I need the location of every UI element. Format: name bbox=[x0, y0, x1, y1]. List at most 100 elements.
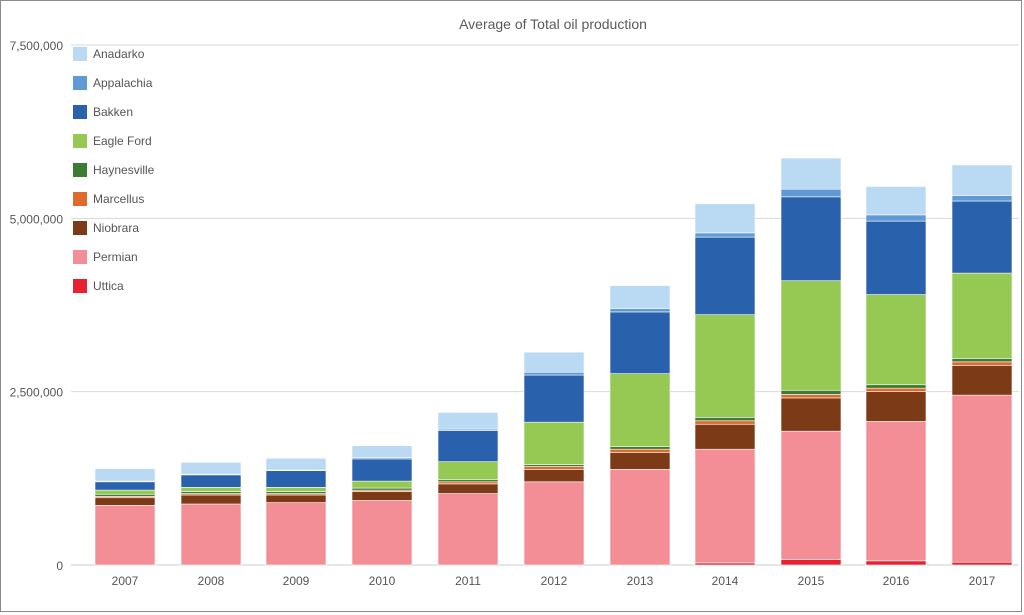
bar-segment-2017-eagle-ford bbox=[951, 272, 1013, 359]
legend-swatch bbox=[73, 134, 87, 148]
bar-segment-2013-eagle-ford bbox=[609, 373, 671, 447]
bar-segment-2014-anadarko bbox=[694, 203, 756, 234]
bar-segment-2007-anadarko bbox=[94, 468, 156, 482]
bar-segment-2010-eagle-ford bbox=[351, 480, 413, 489]
bar-segment-2014-permian bbox=[694, 448, 756, 564]
legend-swatch bbox=[73, 76, 87, 90]
bar-segment-2013-niobrara bbox=[609, 452, 671, 470]
bar-segment-2013-haynesville bbox=[609, 446, 671, 450]
legend-label: Permian bbox=[93, 250, 138, 264]
legend-swatch bbox=[73, 105, 87, 119]
bar-segment-2012-eagle-ford bbox=[523, 421, 585, 465]
bar-segment-2012-niobrara bbox=[523, 469, 585, 483]
bar-segment-2015-uttica bbox=[780, 559, 842, 566]
bar-segment-2015-eagle-ford bbox=[780, 280, 842, 391]
bar-segment-2016-appalachia bbox=[865, 214, 927, 222]
legend-swatch bbox=[73, 279, 87, 293]
bar-segment-2015-bakken bbox=[780, 196, 842, 282]
bar-segment-2011-eagle-ford bbox=[437, 461, 499, 481]
legend: Anadarko Appalachia Bakken Eagle Ford Haynes… bbox=[73, 47, 155, 293]
legend-label: Niobrara bbox=[93, 221, 139, 235]
x-tick-label: 2007 bbox=[112, 574, 139, 588]
bar-segment-2016-permian bbox=[865, 421, 927, 562]
bar-segment-2016-haynesville bbox=[865, 384, 927, 389]
bar-segment-2012-marcellus bbox=[523, 466, 585, 470]
x-tick-label: 2017 bbox=[969, 574, 996, 588]
bar-segment-2015-appalachia bbox=[780, 188, 842, 198]
bar-segment-2009-eagle-ford bbox=[265, 487, 327, 492]
bar-segment-2017-anadarko bbox=[951, 164, 1013, 196]
bar-segment-2013-anadarko bbox=[609, 285, 671, 309]
legend-swatch bbox=[73, 163, 87, 177]
bar-segment-2015-haynesville bbox=[780, 389, 842, 395]
bar-segment-2017-niobrara bbox=[951, 365, 1013, 396]
bar-segment-2007-niobrara bbox=[94, 497, 156, 506]
bar-segment-2016-anadarko bbox=[865, 186, 927, 216]
bar-stacks bbox=[94, 157, 1013, 566]
bar-segment-2016-bakken bbox=[865, 220, 927, 295]
legend-swatch bbox=[73, 192, 87, 206]
x-tick-label: 2008 bbox=[198, 574, 225, 588]
bar-segment-2009-bakken bbox=[265, 470, 327, 488]
bar-segment-2016-niobrara bbox=[865, 391, 927, 422]
bar-segment-2013-permian bbox=[609, 469, 671, 566]
bar-segment-2017-permian bbox=[951, 394, 1013, 563]
bar-segment-2011-anadarko bbox=[437, 412, 499, 430]
legend-label: Uttica bbox=[93, 279, 124, 293]
bar-segment-2016-eagle-ford bbox=[865, 294, 927, 386]
bar-segment-2014-haynesville bbox=[694, 417, 756, 422]
bar-segment-2013-appalachia bbox=[609, 308, 671, 313]
bar-segment-2012-permian bbox=[523, 481, 585, 566]
bar-segment-2017-bakken bbox=[951, 200, 1013, 274]
x-tick-label: 2011 bbox=[455, 574, 481, 588]
bar-segment-2015-niobrara bbox=[780, 397, 842, 432]
bar-segment-2012-appalachia bbox=[523, 371, 585, 376]
bar-segment-2011-niobrara bbox=[437, 483, 499, 494]
bar-segment-2014-eagle-ford bbox=[694, 314, 756, 418]
legend-swatch bbox=[73, 250, 87, 264]
bar-segment-2014-marcellus bbox=[694, 420, 756, 425]
x-tick-label: 2012 bbox=[541, 574, 568, 588]
bar-segment-2015-anadarko bbox=[780, 157, 842, 190]
bar-segment-2016-marcellus bbox=[865, 387, 927, 392]
x-tick-label: 2009 bbox=[283, 574, 310, 588]
x-tick-label: 2010 bbox=[369, 574, 396, 588]
y-axis: 0 2,500,000 5,000,000 7,500,000 bbox=[10, 39, 64, 573]
bar-segment-2011-marcellus bbox=[437, 481, 499, 485]
bar-segment-2007-haynesville bbox=[94, 493, 156, 497]
chart-title: Average of Total oil production bbox=[459, 16, 647, 32]
y-tick-label: 0 bbox=[56, 559, 63, 573]
x-axis: 2007 2008 2009 2010 2011 2012 2013 2014 2015 2016… bbox=[112, 574, 996, 588]
bar-segment-2010-permian bbox=[351, 500, 413, 566]
y-tick-label: 7,500,000 bbox=[10, 39, 64, 53]
bar-segment-2014-uttica bbox=[694, 562, 756, 566]
x-tick-label: 2013 bbox=[627, 574, 654, 588]
legend-label: Marcellus bbox=[93, 192, 144, 206]
bar-segment-2010-anadarko bbox=[351, 445, 413, 458]
bar-segment-2008-bakken bbox=[180, 474, 242, 488]
bar-segment-2017-appalachia bbox=[951, 195, 1013, 202]
bar-segment-2007-bakken bbox=[94, 481, 156, 491]
legend-label: Haynesville bbox=[93, 163, 155, 177]
legend-swatch bbox=[73, 221, 87, 235]
bar-segment-2015-permian bbox=[780, 430, 842, 560]
bar-segment-2011-haynesville bbox=[437, 479, 499, 483]
bar-segment-2010-niobrara bbox=[351, 491, 413, 501]
bar-segment-2009-anadarko bbox=[265, 457, 327, 471]
legend-swatch bbox=[73, 47, 87, 61]
bar-segment-2015-marcellus bbox=[780, 394, 842, 399]
bar-segment-2012-haynesville bbox=[523, 464, 585, 467]
bar-segment-2010-haynesville bbox=[351, 487, 413, 491]
legend-label: Anadarko bbox=[93, 47, 145, 61]
x-tick-label: 2015 bbox=[798, 574, 825, 588]
bar-segment-2012-bakken bbox=[523, 374, 585, 423]
bar-segment-2016-uttica bbox=[865, 560, 927, 566]
bar-segment-2012-anadarko bbox=[523, 351, 585, 373]
x-tick-label: 2016 bbox=[883, 574, 910, 588]
bar-segment-2011-bakken bbox=[437, 430, 499, 462]
bar-segment-2017-haynesville bbox=[951, 358, 1013, 363]
bar-segment-2013-bakken bbox=[609, 311, 671, 374]
bar-segment-2009-haynesville bbox=[265, 491, 327, 494]
